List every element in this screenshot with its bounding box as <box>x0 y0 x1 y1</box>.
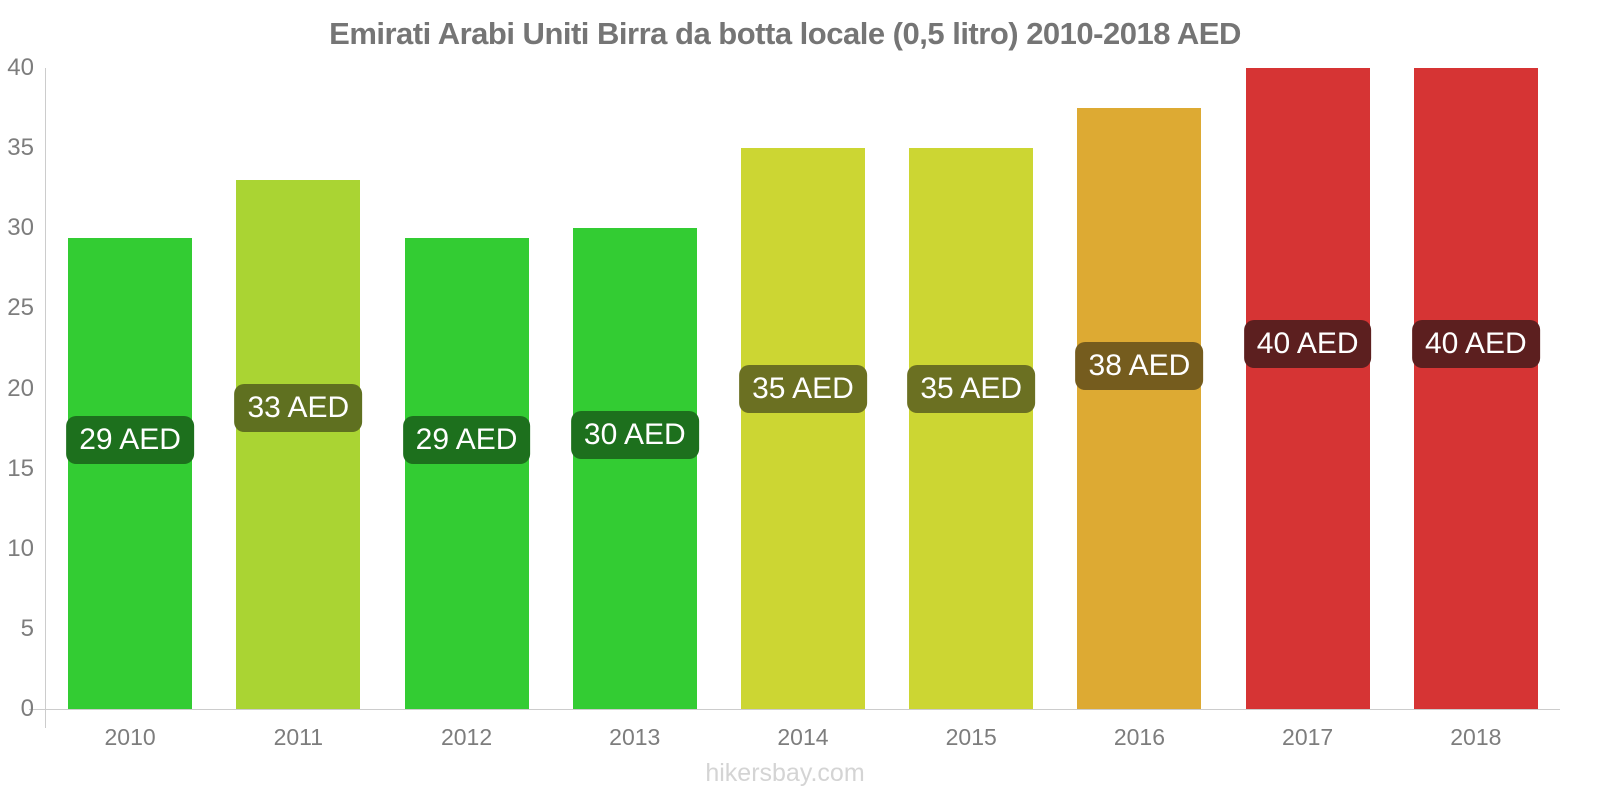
x-tick-label: 2014 <box>777 724 829 750</box>
bar-2017: 40 AED <box>1243 68 1372 709</box>
bar-2013: 30 AED <box>570 228 699 709</box>
y-tick-label: 15 <box>7 454 34 482</box>
bar-2014: 35 AED <box>739 148 867 709</box>
bar-slot: 40 AED 2018 <box>1392 68 1560 750</box>
bar-value-label: 35 AED <box>739 365 867 414</box>
y-tick-label: 20 <box>7 374 34 402</box>
x-axis-origin-tick <box>45 710 46 728</box>
x-tick-label: 2010 <box>104 724 156 750</box>
bar-slot: 35 AED 2014 <box>719 68 887 750</box>
chart-title: Emirati Arabi Uniti Birra da botta local… <box>329 16 1241 51</box>
bar-value-label: 33 AED <box>234 383 363 432</box>
bar-value-label: 40 AED <box>1243 319 1372 368</box>
y-tick-label: 10 <box>7 534 34 562</box>
bar-slot: 40 AED 2017 <box>1224 68 1392 750</box>
bar-slot: 38 AED 2016 <box>1055 68 1223 750</box>
x-tick-label: 2018 <box>1450 724 1502 750</box>
x-tick-label: 2012 <box>440 724 493 750</box>
bar-slot: 33 AED 2011 <box>214 68 382 750</box>
y-tick-label: 30 <box>7 214 34 242</box>
y-tick-label: 40 <box>7 54 34 81</box>
bar-2012: 29 AED <box>402 237 531 709</box>
watermark: hikersbay.com <box>705 759 865 787</box>
y-tick-label: 35 <box>7 134 34 162</box>
bar-2010: 29 AED <box>66 237 194 709</box>
x-tick-label: 2013 <box>609 724 661 750</box>
y-tick-label: 5 <box>20 614 34 642</box>
bar-value-label: 40 AED <box>1411 319 1540 368</box>
bar-2015: 35 AED <box>907 148 1036 709</box>
bar-value-label: 29 AED <box>66 416 194 465</box>
bars-container: 29 AED 2010 33 AED 2011 29 AED 2012 30 AED 2013… <box>46 68 1560 750</box>
bar-value-label: 29 AED <box>402 416 531 465</box>
bar-2018: 40 AED <box>1411 68 1540 709</box>
plot-area: 0 5 10 15 20 25 30 35 40 29 AED 2010 33 AED 2011 29 … <box>7 54 1560 750</box>
y-tick-label: 25 <box>7 294 34 322</box>
bar-value-label: 38 AED <box>1075 342 1204 391</box>
x-tick-label: 2011 <box>273 724 324 750</box>
x-tick-label: 2017 <box>1282 724 1334 750</box>
bar-slot: 35 AED 2015 <box>887 68 1055 750</box>
x-tick-label: 2015 <box>945 724 997 750</box>
bar-value-label: 35 AED <box>907 365 1036 414</box>
bar-2011: 33 AED <box>234 180 363 709</box>
y-axis-zero-tick <box>29 709 45 710</box>
y-tick-label: 0 <box>20 695 34 722</box>
x-tick-label: 2016 <box>1113 724 1165 750</box>
bar-slot: 29 AED 2010 <box>46 68 214 750</box>
bar-2016: 38 AED <box>1075 108 1204 709</box>
bar-value-label: 30 AED <box>570 410 699 459</box>
bar-slot: 29 AED 2012 <box>382 68 550 750</box>
bar-slot: 30 AED 2013 <box>551 68 719 750</box>
